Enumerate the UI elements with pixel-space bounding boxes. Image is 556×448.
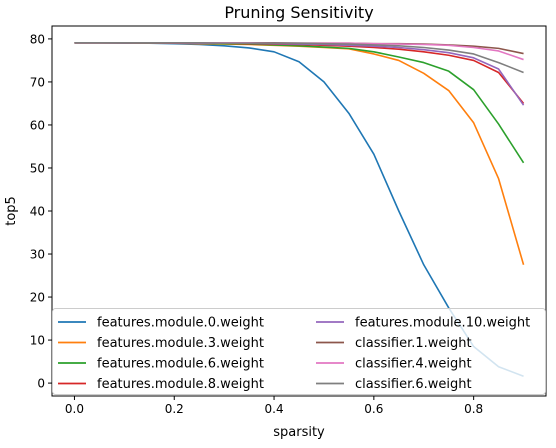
legend-label: features.module.0.weight	[97, 316, 264, 331]
legend-label: features.module.8.weight	[97, 377, 264, 392]
y-tick-label: 10	[30, 334, 45, 348]
legend-label: classifier.1.weight	[355, 336, 472, 351]
y-tick-label: 80	[30, 32, 45, 46]
x-tick-label: 0.2	[165, 402, 184, 416]
series-line-7	[74, 41, 524, 74]
series-line-4	[74, 41, 525, 106]
y-tick-label: 20	[30, 291, 45, 305]
x-tick-label: 0.0	[65, 402, 84, 416]
legend-label: features.module.10.weight	[355, 316, 530, 331]
x-axis-ticks: 0.0 0.2 0.4 0.6 0.8	[65, 396, 483, 416]
legend-label: features.module.6.weight	[97, 357, 264, 372]
chart-title: Pruning Sensitivity	[224, 3, 373, 22]
y-tick-label: 50	[30, 161, 45, 175]
y-tick-label: 60	[30, 118, 45, 132]
plot-lines	[74, 41, 525, 377]
x-tick-label: 0.6	[364, 402, 383, 416]
y-axis-label: top5	[4, 196, 19, 226]
legend-label: classifier.4.weight	[355, 357, 472, 372]
legend-label: classifier.6.weight	[355, 377, 472, 392]
y-tick-label: 30	[30, 248, 45, 262]
y-tick-label: 0	[37, 377, 45, 391]
series-line-2	[74, 41, 525, 164]
x-tick-label: 0.8	[464, 402, 483, 416]
legend-label: features.module.3.weight	[97, 336, 264, 351]
legend: features.module.0.weight features.module.…	[52, 308, 546, 395]
y-tick-label: 70	[30, 75, 45, 89]
y-axis-ticks: 0 10 20 30 40 50 60 70 80	[30, 32, 52, 391]
x-tick-label: 0.4	[265, 402, 284, 416]
y-tick-label: 40	[30, 205, 45, 219]
legend-box	[52, 308, 546, 395]
x-axis-label: sparsity	[273, 425, 325, 440]
